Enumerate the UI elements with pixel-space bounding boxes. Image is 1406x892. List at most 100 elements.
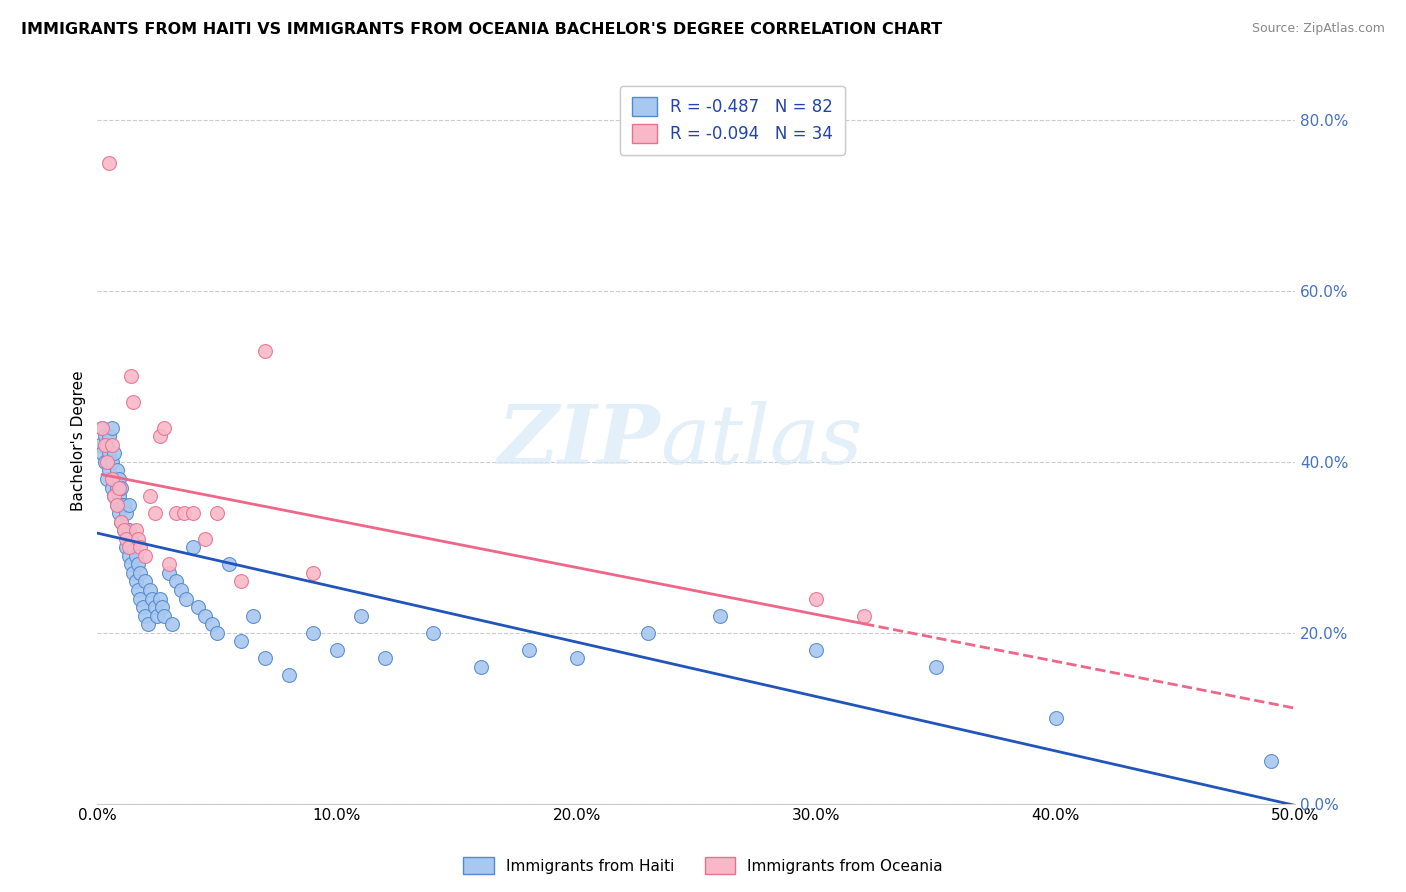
Point <box>98 446 121 460</box>
Point <box>709 608 731 623</box>
Point <box>134 608 156 623</box>
Point <box>110 515 132 529</box>
Text: IMMIGRANTS FROM HAITI VS IMMIGRANTS FROM OCEANIA BACHELOR'S DEGREE CORRELATION C: IMMIGRANTS FROM HAITI VS IMMIGRANTS FROM… <box>21 22 942 37</box>
Point <box>422 625 444 640</box>
Point <box>117 549 139 563</box>
Point <box>98 156 121 170</box>
Point <box>115 541 138 555</box>
Point <box>254 651 277 665</box>
Point <box>165 574 187 589</box>
Point <box>100 421 122 435</box>
Point <box>112 498 135 512</box>
Y-axis label: Bachelor's Degree: Bachelor's Degree <box>72 370 86 511</box>
Point <box>853 608 876 623</box>
Point <box>125 523 148 537</box>
Point <box>115 532 138 546</box>
Text: Source: ZipAtlas.com: Source: ZipAtlas.com <box>1251 22 1385 36</box>
Legend: R = -0.487   N = 82, R = -0.094   N = 34: R = -0.487 N = 82, R = -0.094 N = 34 <box>620 86 845 155</box>
Point <box>112 523 135 537</box>
Point <box>125 549 148 563</box>
Point <box>302 625 325 640</box>
Point <box>132 600 155 615</box>
Point <box>350 608 373 623</box>
Point <box>122 566 145 580</box>
Point <box>229 574 252 589</box>
Point <box>129 591 152 606</box>
Point <box>105 498 128 512</box>
Point <box>100 438 122 452</box>
Point <box>129 541 152 555</box>
Point <box>98 463 121 477</box>
Point <box>229 634 252 648</box>
Point <box>96 472 118 486</box>
Point <box>170 582 193 597</box>
Point <box>120 558 142 572</box>
Point <box>108 481 131 495</box>
Point <box>201 617 224 632</box>
Point <box>103 446 125 460</box>
Point <box>105 463 128 477</box>
Point <box>157 558 180 572</box>
Point <box>93 455 115 469</box>
Point <box>205 506 228 520</box>
Point <box>806 643 828 657</box>
Point <box>122 541 145 555</box>
Text: ZIP: ZIP <box>498 401 661 481</box>
Point <box>110 498 132 512</box>
Point <box>165 506 187 520</box>
Point <box>174 591 197 606</box>
Point <box>242 608 264 623</box>
Point <box>120 369 142 384</box>
Point <box>181 506 204 520</box>
Point <box>105 498 128 512</box>
Point <box>120 532 142 546</box>
Point <box>127 558 149 572</box>
Point <box>105 481 128 495</box>
Point <box>157 566 180 580</box>
Legend: Immigrants from Haiti, Immigrants from Oceania: Immigrants from Haiti, Immigrants from O… <box>457 851 949 880</box>
Point <box>136 617 159 632</box>
Point <box>117 541 139 555</box>
Point <box>91 421 114 435</box>
Point <box>103 489 125 503</box>
Point <box>143 600 166 615</box>
Point <box>117 523 139 537</box>
Point <box>517 643 540 657</box>
Point <box>1045 711 1067 725</box>
Point <box>100 472 122 486</box>
Point <box>96 455 118 469</box>
Point <box>134 549 156 563</box>
Point <box>194 608 217 623</box>
Point <box>89 438 111 452</box>
Point <box>143 506 166 520</box>
Point <box>194 532 217 546</box>
Point <box>173 506 195 520</box>
Point <box>117 498 139 512</box>
Point <box>100 481 122 495</box>
Point <box>181 541 204 555</box>
Point <box>110 515 132 529</box>
Point <box>91 421 114 435</box>
Point <box>108 472 131 486</box>
Point <box>153 608 176 623</box>
Point <box>91 446 114 460</box>
Point <box>205 625 228 640</box>
Point <box>98 429 121 443</box>
Point <box>110 481 132 495</box>
Point <box>149 429 172 443</box>
Point <box>103 472 125 486</box>
Point <box>153 421 176 435</box>
Point <box>565 651 588 665</box>
Point <box>122 395 145 409</box>
Point <box>134 574 156 589</box>
Point <box>115 506 138 520</box>
Point <box>129 566 152 580</box>
Point <box>108 506 131 520</box>
Point <box>637 625 659 640</box>
Point <box>127 532 149 546</box>
Point <box>93 429 115 443</box>
Point <box>127 582 149 597</box>
Point <box>139 582 162 597</box>
Point <box>146 608 169 623</box>
Point <box>125 574 148 589</box>
